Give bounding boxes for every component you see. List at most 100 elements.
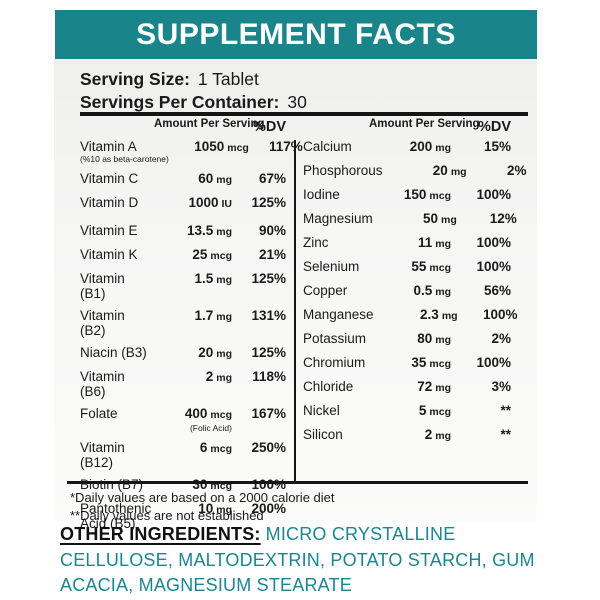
nutrient-amount-unit: mg — [435, 334, 451, 346]
nutrient-amount: 0.5 mg — [369, 283, 451, 300]
table-row: Iodine 150 mcg 100% — [303, 187, 511, 204]
table-row: Calcium 200 mg 15% — [303, 139, 511, 156]
nutrient-amount-value: 30 — [192, 477, 208, 492]
nutrient-name: Vitamin (B12) — [80, 440, 125, 470]
nutrient-amount-value: 2 — [424, 427, 433, 442]
nutrient-amount-value: 80 — [417, 331, 433, 346]
table-row: Copper 0.5 mg 56% — [303, 283, 511, 300]
table-row: Nickel 5 mcg ** — [303, 403, 511, 420]
nutrient-name: Chloride — [303, 379, 354, 394]
nutrient-amount: 1.7 mg — [154, 308, 232, 338]
nutrient-amount-value: 150 — [403, 187, 427, 202]
nutrient-amount-unit: mcg — [429, 406, 451, 418]
servings-per-container-line: Servings Per Container: 30 — [80, 91, 307, 114]
nutrient-name: Niacin (B3) — [80, 345, 147, 360]
nutrient-amount-unit: mg — [441, 310, 458, 322]
nutrient-name: Vitamin K — [80, 247, 138, 262]
nutrient-amount: 11 mg — [369, 235, 451, 252]
table-row: Folate 400 mcg (Folic Acid) 167% — [80, 406, 286, 433]
nutrient-amount-unit: mg — [216, 226, 232, 238]
nutrient-name: Chromium — [303, 355, 366, 370]
nutrient-name: Biotin (B7) — [80, 477, 144, 492]
nutrient-amount-unit: mg — [450, 166, 467, 178]
nutrient-amount: 1050 mcg — [171, 139, 249, 164]
other-ingredients-value: MICRO CRYSTALLINE CELLULOSE, MALTODEXTRI… — [60, 524, 535, 595]
table-row: Zinc 11 mg 100% — [303, 235, 511, 252]
nutrient-name: Copper — [303, 283, 348, 298]
nutrient-amount-value: 11 — [417, 235, 433, 250]
nutrient-dv: 125% — [251, 195, 286, 210]
nutrient-dv: 167% — [251, 406, 286, 421]
other-ingredients: OTHER INGREDIENTS: MICRO CRYSTALLINE CEL… — [60, 522, 560, 599]
nutrient-amount-unit: mcg — [429, 358, 451, 370]
table-row: Selenium 55 mcg 100% — [303, 259, 511, 276]
nutrient-dv: 2% — [491, 331, 511, 346]
top-divider-rule — [80, 112, 528, 116]
nutrient-dv: 131% — [251, 308, 286, 323]
nutrient-name: Vitamin C — [80, 171, 139, 186]
footnote-not-established: **Daily values are not established — [70, 508, 264, 523]
footnotes: *Daily values are based on a 2000 calori… — [70, 489, 335, 525]
bottom-divider-rule — [67, 481, 528, 484]
nutrient-amount-value: 20 — [432, 163, 448, 178]
table-row: Phosphorous 20 mg 2% — [303, 163, 527, 180]
nutrient-name: Zinc — [303, 235, 329, 250]
nutrient-amount: 2 mg — [369, 427, 451, 444]
table-row: Vitamin D 1000 IU 125% — [80, 195, 286, 212]
table-row: Vitamin (B2) 1.7 mg 131% — [80, 308, 286, 338]
nutrient-amount-unit: mg — [435, 142, 451, 154]
nutrient-name: Vitamin D — [80, 195, 139, 210]
nutrient-dv: 2% — [507, 163, 527, 178]
nutrient-dv: 15% — [483, 139, 511, 154]
nutrient-name: Vitamin A (%10 as beta-carotene) — [80, 139, 169, 164]
nutrient-amount: 5 mcg — [369, 403, 451, 420]
nutrient-amount: 50 mg — [375, 211, 457, 228]
nutrient-name: Potassium — [303, 331, 367, 346]
nutrient-amount: 80 mg — [369, 331, 451, 348]
nutrient-name: Folate — [80, 406, 118, 421]
other-ingredients-label: OTHER INGREDIENTS: — [60, 524, 261, 544]
nutrient-note: (%10 as beta-carotene) — [80, 154, 169, 164]
nutrient-amount-value: 5 — [418, 403, 427, 418]
nutrient-dv: 12% — [489, 211, 517, 226]
nutrient-amount-value: 50 — [423, 211, 439, 226]
nutrient-name: Phosphorous — [303, 163, 383, 178]
nutrient-amount-value: 0.5 — [413, 283, 433, 298]
nutrient-amount: 60 mg — [154, 171, 232, 188]
nutrient-amount: 1.5 mg — [154, 271, 232, 301]
nutrient-amount-value: 2 — [205, 369, 214, 384]
nutrient-amount-unit: mcg — [210, 250, 232, 262]
nutrient-dv: 100% — [483, 307, 518, 322]
nutrient-dv: 100% — [476, 187, 511, 202]
nutrient-amount-unit: mg — [216, 372, 232, 384]
minerals-column: Amount Per Serving %DV Calcium 200 mg 15% Ph… — [303, 118, 527, 451]
nutrient-amount: 10 mg — [154, 501, 232, 531]
table-row: Vitamin (B12) 6 mcg 250% — [80, 440, 286, 470]
nutrient-amount-unit: mg — [435, 286, 451, 298]
serving-info: Serving Size: 1 Tablet Servings Per Conta… — [80, 68, 307, 114]
nutrient-amount-unit: mg — [216, 504, 232, 516]
nutrient-amount-value: 2.3 — [420, 307, 439, 322]
nutrient-amount-value: 60 — [198, 171, 214, 186]
nutrient-dv: 125% — [251, 271, 286, 286]
nutrient-amount-unit: mg — [435, 382, 451, 394]
nutrient-amount: 1000 IU — [154, 195, 232, 212]
nutrient-amount-value: 1050 — [194, 139, 225, 154]
vitamins-column: Amount Per Serving %DV Vitamin A (%10 as … — [80, 118, 303, 538]
nutrient-amount-unit: mg — [435, 430, 451, 442]
table-row: Silicon 2 mg ** — [303, 427, 511, 444]
nutrient-name: Calcium — [303, 139, 352, 154]
nutrient-amount-value: 72 — [417, 379, 433, 394]
nutrient-amount-unit: mcg — [429, 262, 451, 274]
serving-size-line: Serving Size: 1 Tablet — [80, 68, 307, 91]
nutrient-dv: ** — [500, 403, 511, 418]
nutrient-dv: 21% — [258, 247, 286, 262]
table-row: Vitamin A (%10 as beta-carotene) 1050 mcg 11… — [80, 139, 303, 164]
vitamins-rows: Vitamin A (%10 as beta-carotene) 1050 mcg 11… — [80, 139, 303, 531]
nutrient-amount-note: (Folic Acid) — [189, 423, 232, 433]
nutrient-amount: 20 mg — [154, 345, 232, 362]
nutrient-amount-value: 25 — [192, 247, 208, 262]
nutrient-amount-value: 1000 — [188, 195, 219, 210]
nutrient-amount: 13.5 mg — [154, 223, 232, 240]
